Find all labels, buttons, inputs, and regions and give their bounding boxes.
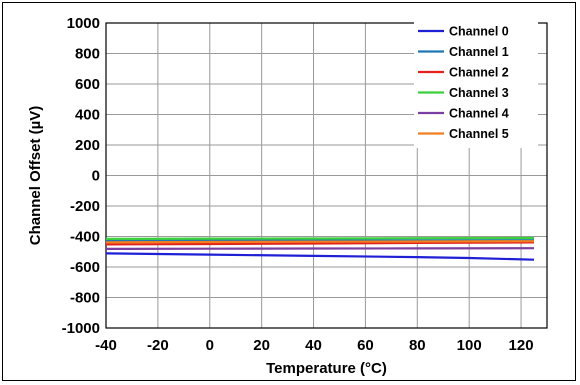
y-tick-label: -1000 [62,320,100,337]
y-tick-label: -400 [70,229,100,246]
legend-label: Channel 2 [449,66,509,80]
series-line-channel-2 [105,241,535,246]
legend: Channel 0 Channel 1 Channel 2 Channel 3 Chan… [414,19,538,148]
y-tick-label: 400 [75,107,100,124]
x-tick-label: 40 [305,337,322,354]
series-line-channel-5 [105,240,535,244]
legend-label: Channel 4 [449,107,509,121]
y-tick-label: -200 [70,198,100,215]
legend-box [414,19,538,148]
x-tick-label: 0 [206,337,214,354]
line-chart: 10008006004002000-200-400-600-800-1000-4… [27,15,548,377]
legend-label: Channel 0 [449,25,509,39]
x-tick-label: 100 [457,337,482,354]
x-tick-label: -20 [147,337,169,354]
legend-label: Channel 1 [449,45,509,59]
legend-label: Channel 5 [449,127,509,141]
y-tick-label: 800 [75,46,100,63]
x-tick-label: 120 [509,337,534,354]
x-tick-label: -40 [95,337,117,354]
y-tick-label: -600 [70,259,100,276]
series-line-channel-3 [105,236,535,240]
y-tick-label: 1000 [67,15,100,32]
x-tick-label: 80 [409,337,426,354]
y-tick-label: -800 [70,290,100,307]
series-line-channel-0 [105,252,535,261]
x-tick-label: 60 [357,337,374,354]
plot-area [105,22,548,329]
y-axis-label: Channel Offset (µV) [27,106,44,245]
x-axis-label: Temperature (°C) [266,360,387,377]
legend-label: Channel 3 [449,86,509,100]
y-tick-label: 0 [92,168,100,185]
series-line-channel-4 [105,247,535,250]
x-tick-label: 20 [253,337,270,354]
chart-frame: 1000 800 600 400 200 0 -200 -400 -600 -800 -1000 -4… [2,2,576,381]
y-tick-label: 200 [75,137,100,154]
y-tick-label: 600 [75,76,100,93]
series-line-channel-1 [105,239,535,242]
